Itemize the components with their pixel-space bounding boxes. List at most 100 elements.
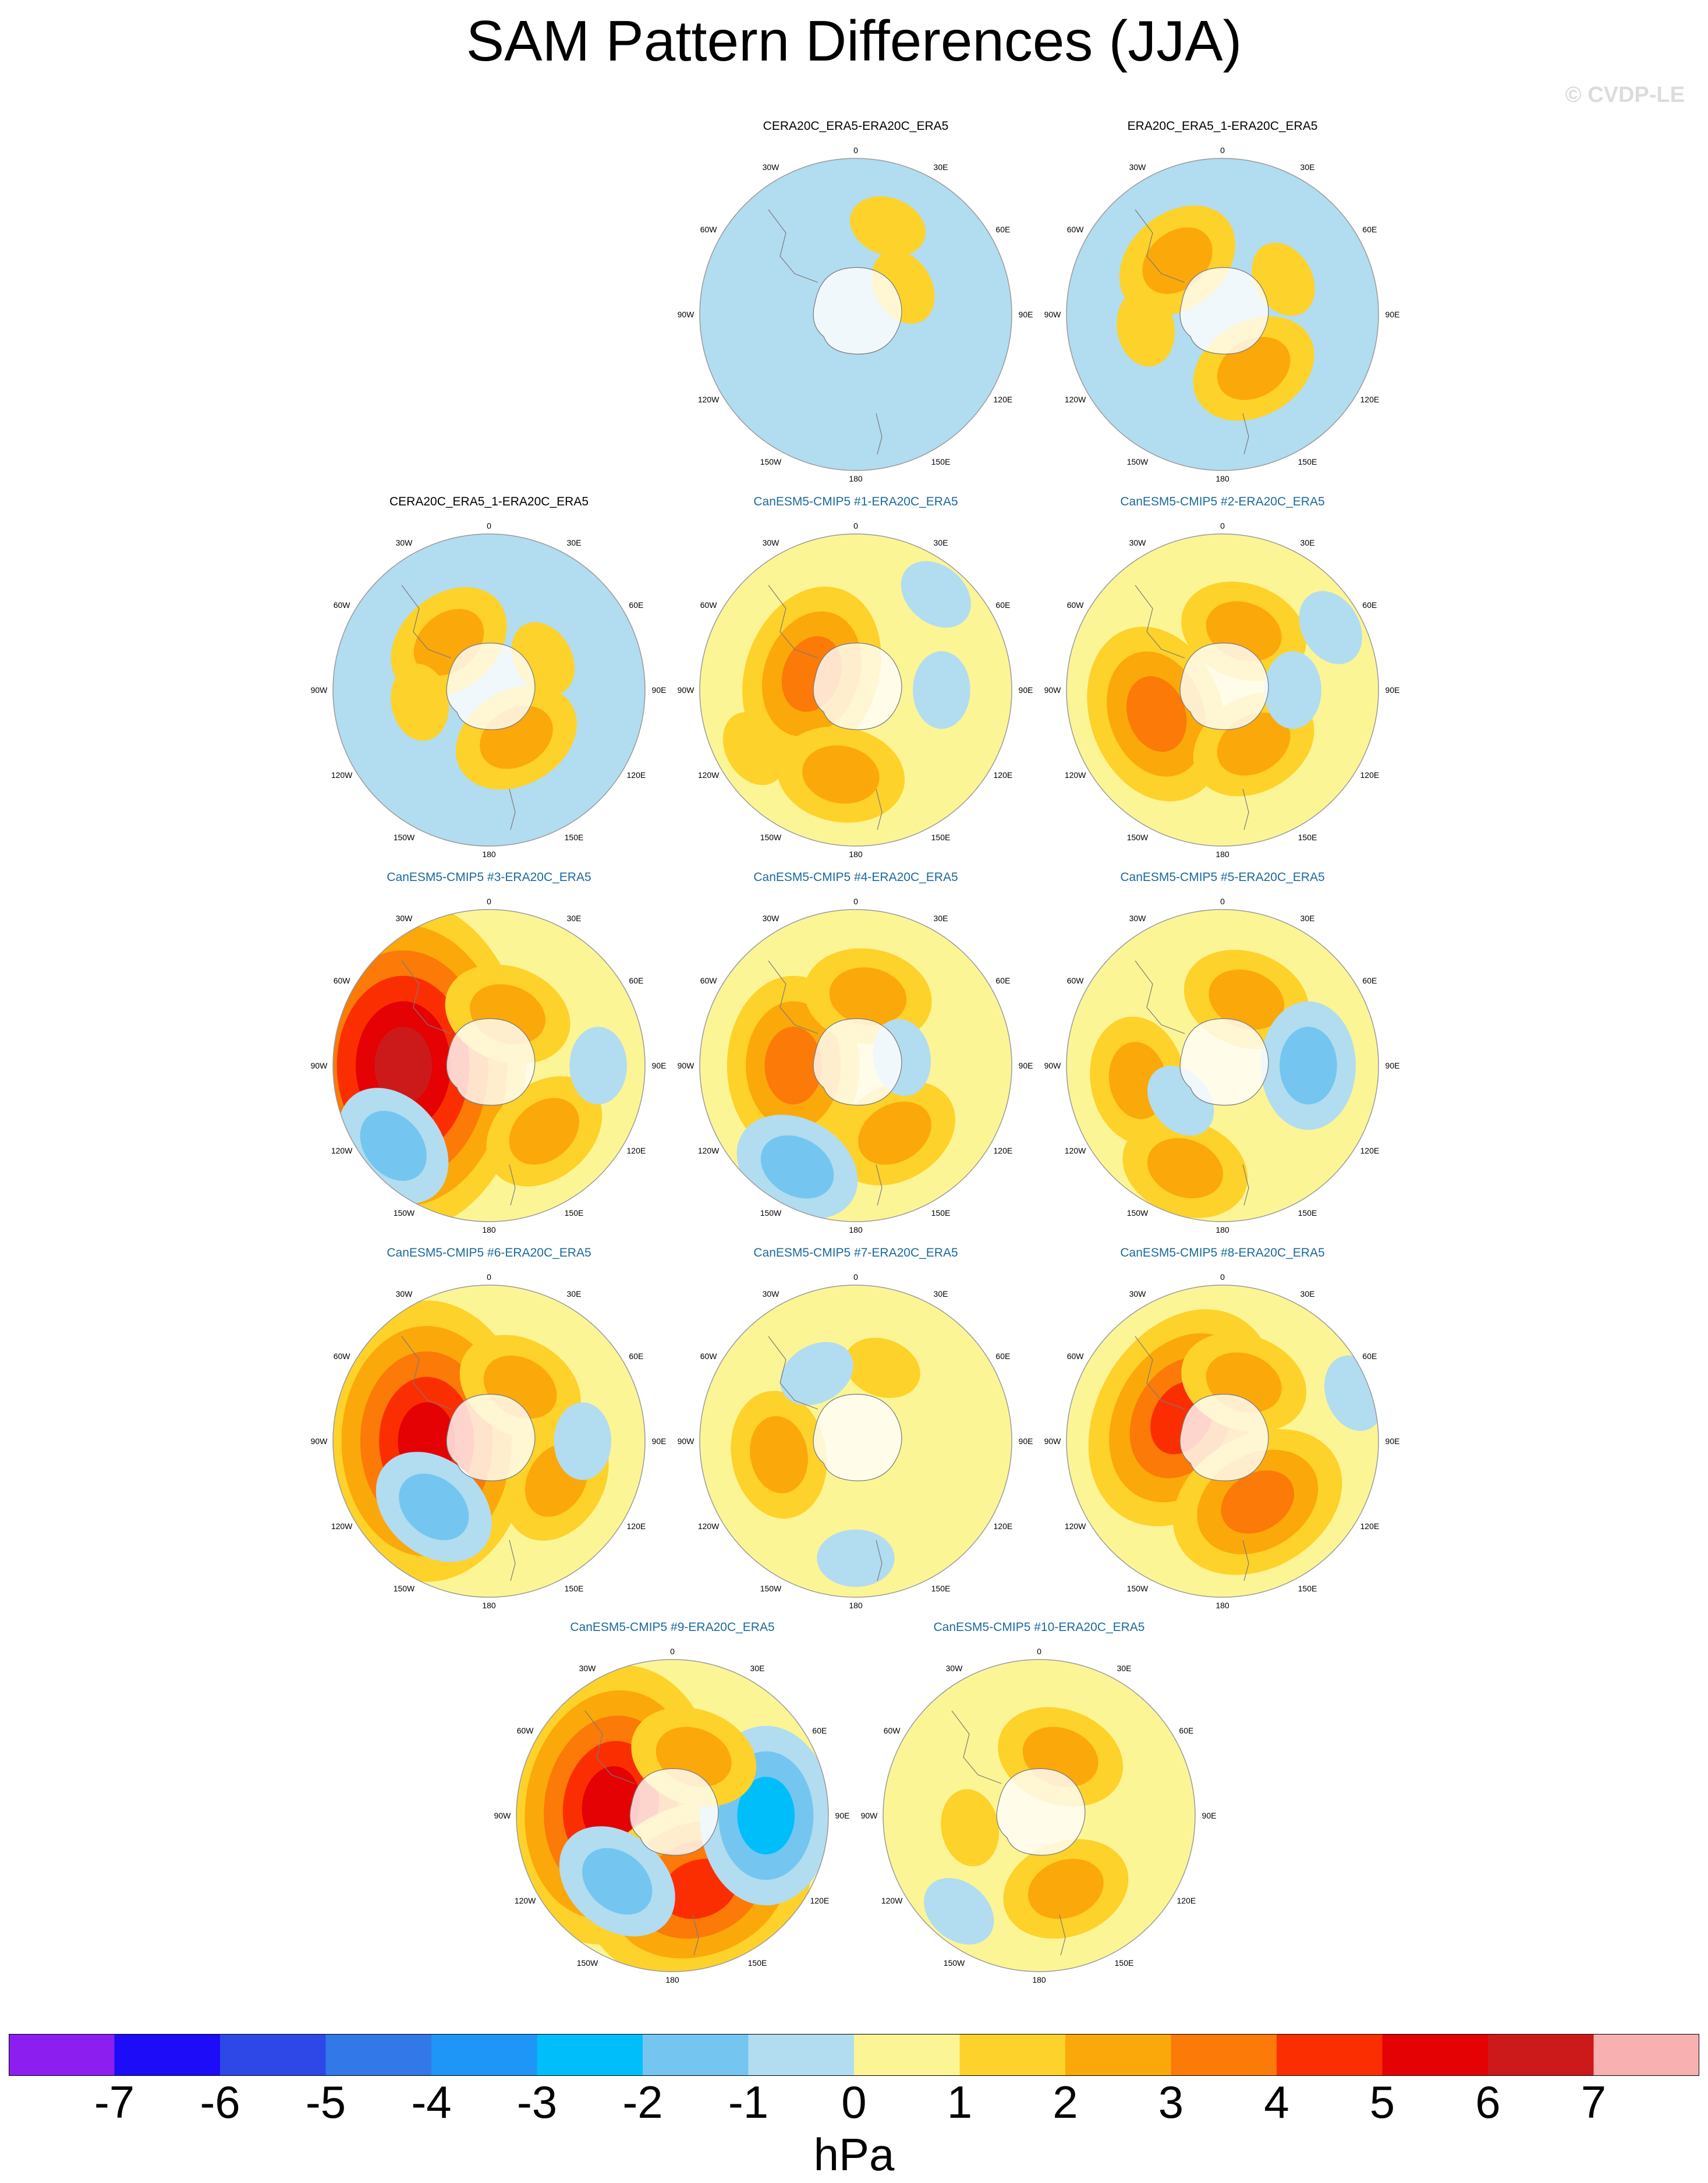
- longitude-label: 120E: [627, 1146, 646, 1155]
- panel-title: CanESM5-CMIP5 #1-ERA20C_ERA5: [753, 495, 958, 508]
- colorbar-bin: [537, 2034, 643, 2076]
- longitude-label: 150W: [760, 833, 782, 842]
- anomaly-contour: [858, 1101, 931, 1165]
- panel-title: CanESM5-CMIP5 #9-ERA20C_ERA5: [570, 1621, 775, 1634]
- anomaly-contour: [1221, 1470, 1295, 1534]
- longitude-label: 150W: [944, 1958, 965, 1968]
- longitude-label: 90W: [311, 1437, 328, 1446]
- longitude-label: 30E: [567, 1289, 582, 1299]
- antarctica-outline: [1179, 642, 1269, 730]
- longitude-label: 150E: [1115, 1958, 1134, 1968]
- anomaly-contour: [582, 1848, 653, 1915]
- anomaly-contour: [850, 196, 926, 257]
- longitude-label: 30W: [1129, 538, 1147, 547]
- anomaly-contour: [760, 1135, 834, 1199]
- longitude-label: 120E: [1360, 770, 1380, 780]
- map-border: [332, 909, 646, 1222]
- longitude-label: 120E: [1177, 1896, 1196, 1905]
- map-border: [699, 158, 1012, 471]
- anomaly-contour: [1252, 242, 1315, 316]
- longitude-label: 150E: [931, 457, 951, 466]
- longitude-label: 120W: [515, 1896, 536, 1905]
- longitude-label: 120E: [627, 1522, 646, 1531]
- longitude-label: 60E: [1179, 1726, 1193, 1735]
- longitude-label: 0: [1220, 1272, 1225, 1282]
- longitude-label: 60W: [334, 976, 351, 985]
- longitude-label: 180: [1216, 1601, 1229, 1610]
- longitude-label: 90E: [1385, 685, 1400, 695]
- longitude-label: 30E: [934, 162, 948, 172]
- longitude-label: 180: [1216, 850, 1229, 859]
- colorbar-tick-label: 2: [1053, 2076, 1078, 2128]
- colorbar-bin: [959, 2034, 1066, 2076]
- longitude-label: 150W: [394, 1584, 415, 1593]
- colorbar-bin: [114, 2034, 221, 2076]
- longitude-label: 150W: [760, 1208, 782, 1218]
- longitude-label: 120E: [1360, 1522, 1380, 1531]
- longitude-label: 0: [1037, 1647, 1041, 1656]
- new-zealand-outline: [1242, 413, 1249, 455]
- longitude-label: 30E: [567, 538, 582, 547]
- polar-map: 0 30E 60E 90E 120E 150E 180 150W 120W 90W 60W 30W: [678, 521, 1033, 859]
- south-america-outline: [768, 209, 818, 283]
- colorbar-tick-label: 3: [1158, 2076, 1184, 2128]
- map-border: [1066, 533, 1379, 847]
- longitude-label: 90W: [678, 1437, 695, 1446]
- map-panel: CERA20C_ERA5-ERA20C_ERA5 0 30E 60E 90E 120E 15…: [675, 119, 1036, 492]
- longitude-label: 150W: [394, 833, 415, 842]
- map-panel: CanESM5-CMIP5 #6-ERA20C_ERA5 0 30E 60E 90E 12…: [309, 1246, 669, 1619]
- longitude-label: 180: [1216, 474, 1229, 483]
- polar-map: 0 30E 60E 90E 120E 150E 180 150W 120W 90W 60W 30W: [678, 1272, 1033, 1610]
- anomaly-contour: [1264, 651, 1321, 729]
- longitude-label: 150W: [1127, 833, 1149, 842]
- polar-map: 0 30E 60E 90E 120E 150E 180 150W 120W 90W 60W 30W: [861, 1647, 1217, 1984]
- longitude-label: 60E: [995, 976, 1010, 985]
- longitude-label: 90W: [678, 1061, 695, 1070]
- anomaly-contour: [829, 967, 907, 1026]
- anomaly-contour: [569, 1027, 627, 1105]
- polar-map: 0 30E 60E 90E 120E 150E 180 150W 120W 90W 60W 30W: [678, 897, 1033, 1234]
- colorbar-tick-label: 0: [841, 2076, 867, 2128]
- longitude-label: 150W: [1127, 1584, 1149, 1593]
- longitude-label: 60E: [1362, 1351, 1377, 1361]
- anomaly-contour: [844, 1338, 920, 1398]
- longitude-label: 90E: [652, 1437, 667, 1446]
- longitude-label: 150W: [394, 1208, 415, 1218]
- colorbar-tick-label: 6: [1475, 2076, 1501, 2128]
- panel-title: ERA20C_ERA5_1-ERA20C_ERA5: [1127, 119, 1318, 133]
- longitude-label: 60W: [1067, 225, 1085, 234]
- map-panel: CanESM5-CMIP5 #7-ERA20C_ERA5 0 30E 60E 90E 12…: [675, 1246, 1036, 1619]
- map-border: [1066, 1285, 1379, 1598]
- new-zealand-outline: [876, 1164, 883, 1206]
- anomaly-contour: [1147, 1138, 1223, 1198]
- antarctica-outline: [446, 642, 536, 730]
- longitude-label: 0: [1220, 897, 1225, 906]
- colorbar-tick-label: -3: [516, 2076, 558, 2128]
- anomaly-contour: [1117, 289, 1175, 367]
- anomaly-contour: [1027, 1859, 1104, 1919]
- map-panel: CanESM5-CMIP5 #2-ERA20C_ERA5 0 30E 60E 90E 12…: [1042, 495, 1403, 868]
- longitude-label: 30E: [934, 538, 948, 547]
- polar-map: 0 30E 60E 90E 120E 150E 180 150W 120W 90W 60W 30W: [1044, 146, 1400, 483]
- longitude-label: 90W: [1044, 310, 1062, 319]
- longitude-label: 120W: [698, 1146, 720, 1155]
- longitude-label: 120E: [994, 1522, 1013, 1531]
- anomaly-contour: [1280, 1027, 1337, 1105]
- map-border: [699, 909, 1012, 1222]
- new-zealand-outline: [509, 1540, 516, 1581]
- longitude-label: 90W: [678, 685, 695, 695]
- longitude-label: 90W: [678, 310, 695, 319]
- longitude-label: 60E: [1362, 600, 1377, 610]
- longitude-label: 60E: [995, 1351, 1010, 1361]
- south-america-outline: [401, 960, 452, 1034]
- longitude-label: 30E: [1301, 538, 1315, 547]
- polar-map: 0 30E 60E 90E 120E 150E 180 150W 120W 90W 60W 30W: [311, 521, 667, 859]
- longitude-label: 150E: [565, 833, 584, 842]
- new-zealand-outline: [876, 788, 883, 830]
- south-america-outline: [768, 1336, 818, 1410]
- anomaly-contour: [374, 1027, 432, 1105]
- longitude-label: 180: [1216, 1225, 1229, 1234]
- map-panel: CanESM5-CMIP5 #3-ERA20C_ERA5 0 30E 60E 90E 12…: [309, 871, 669, 1243]
- longitude-label: 150E: [931, 1208, 951, 1218]
- south-america-outline: [1135, 1336, 1185, 1410]
